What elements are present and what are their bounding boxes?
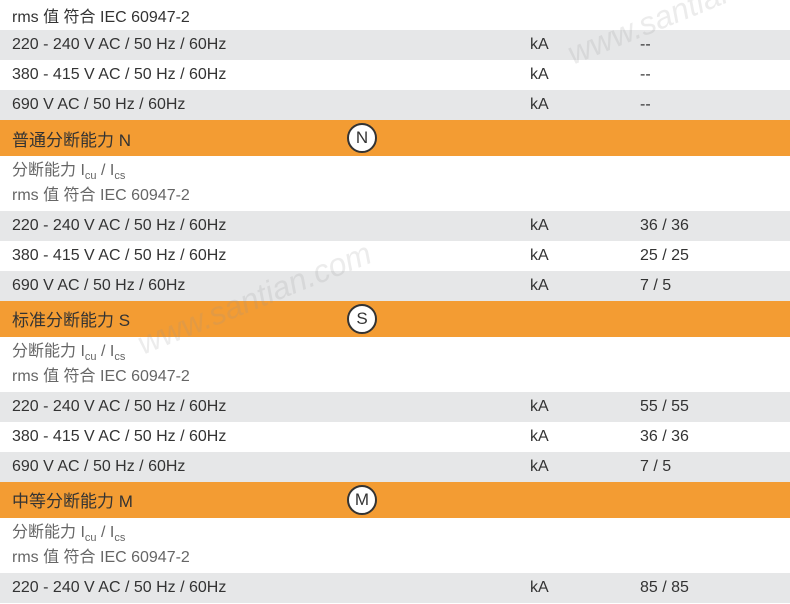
- row-unit: kA: [530, 36, 640, 54]
- row-label: 380 - 415 V AC / 50 Hz / 60Hz: [0, 247, 530, 265]
- row-value: 25 / 25: [640, 247, 790, 265]
- section-subheader: 分断能力 Icu / Ics rms 值 符合 IEC 60947-2: [0, 156, 790, 211]
- section-title: 标准分断能力 S: [12, 306, 347, 331]
- row-value: 7 / 5: [640, 458, 790, 476]
- row-value: 85 / 85: [640, 579, 790, 597]
- breaking-capacity-label: 分断能力 Icu / Ics: [12, 522, 790, 547]
- row-unit: kA: [530, 579, 640, 597]
- row-unit: kA: [530, 96, 640, 114]
- badge-m-icon: M: [347, 485, 377, 515]
- row-label: 380 - 415 V AC / 50 Hz / 60Hz: [0, 66, 530, 84]
- rms-standard-label: rms 值 符合 IEC 60947-2: [12, 547, 790, 569]
- badge-n-icon: N: [347, 123, 377, 153]
- table-row: 220 - 240 V AC / 50 Hz / 60Hz kA --: [0, 30, 790, 60]
- row-label: 380 - 415 V AC / 50 Hz / 60Hz: [0, 428, 530, 446]
- rms-label: rms 值 符合 IEC 60947-2: [0, 3, 530, 27]
- table-row: 220 - 240 V AC / 50 Hz / 60Hz kA 55 / 55: [0, 392, 790, 422]
- row-unit: kA: [530, 428, 640, 446]
- rms-standard-label: rms 值 符合 IEC 60947-2: [12, 366, 790, 388]
- row-unit: kA: [530, 458, 640, 476]
- section-header-m: 中等分断能力 M M: [0, 482, 790, 518]
- rms-standard-label: rms 值 符合 IEC 60947-2: [12, 185, 790, 207]
- row-value: 36 / 36: [640, 217, 790, 235]
- section-title: 普通分断能力 N: [12, 126, 347, 151]
- row-label: 220 - 240 V AC / 50 Hz / 60Hz: [0, 398, 530, 416]
- row-unit: kA: [530, 66, 640, 84]
- row-label: 690 V AC / 50 Hz / 60Hz: [0, 458, 530, 476]
- section-subheader: 分断能力 Icu / Ics rms 值 符合 IEC 60947-2: [0, 337, 790, 392]
- table-row: 690 V AC / 50 Hz / 60Hz kA 7 / 5: [0, 452, 790, 482]
- table-row: 380 - 415 V AC / 50 Hz / 60Hz kA 36 / 36: [0, 422, 790, 452]
- row-value: --: [640, 96, 790, 114]
- table-row: 380 - 415 V AC / 50 Hz / 60Hz kA --: [0, 60, 790, 90]
- row-unit: kA: [530, 217, 640, 235]
- row-value: --: [640, 66, 790, 84]
- top-rms-line: rms 值 符合 IEC 60947-2: [0, 0, 790, 30]
- row-label: 690 V AC / 50 Hz / 60Hz: [0, 96, 530, 114]
- spec-table: rms 值 符合 IEC 60947-2 220 - 240 V AC / 50…: [0, 0, 790, 603]
- row-label: 690 V AC / 50 Hz / 60Hz: [0, 277, 530, 295]
- row-value: 55 / 55: [640, 398, 790, 416]
- section-subheader: 分断能力 Icu / Ics rms 值 符合 IEC 60947-2: [0, 518, 790, 573]
- row-value: 7 / 5: [640, 277, 790, 295]
- table-row: 380 - 415 V AC / 50 Hz / 60Hz kA 25 / 25: [0, 241, 790, 271]
- section-title: 中等分断能力 M: [12, 487, 347, 512]
- row-value: 36 / 36: [640, 428, 790, 446]
- row-label: 220 - 240 V AC / 50 Hz / 60Hz: [0, 217, 530, 235]
- row-label: 220 - 240 V AC / 50 Hz / 60Hz: [0, 36, 530, 54]
- section-header-n: 普通分断能力 N N: [0, 120, 790, 156]
- row-unit: kA: [530, 398, 640, 416]
- row-unit: kA: [530, 277, 640, 295]
- table-row: 690 V AC / 50 Hz / 60Hz kA --: [0, 90, 790, 120]
- table-row: 220 - 240 V AC / 50 Hz / 60Hz kA 36 / 36: [0, 211, 790, 241]
- table-row: 690 V AC / 50 Hz / 60Hz kA 7 / 5: [0, 271, 790, 301]
- breaking-capacity-label: 分断能力 Icu / Ics: [12, 160, 790, 185]
- breaking-capacity-label: 分断能力 Icu / Ics: [12, 341, 790, 366]
- section-header-s: 标准分断能力 S S: [0, 301, 790, 337]
- row-unit: kA: [530, 247, 640, 265]
- table-row: 220 - 240 V AC / 50 Hz / 60Hz kA 85 / 85: [0, 573, 790, 603]
- row-label: 220 - 240 V AC / 50 Hz / 60Hz: [0, 579, 530, 597]
- badge-s-icon: S: [347, 304, 377, 334]
- row-value: --: [640, 36, 790, 54]
